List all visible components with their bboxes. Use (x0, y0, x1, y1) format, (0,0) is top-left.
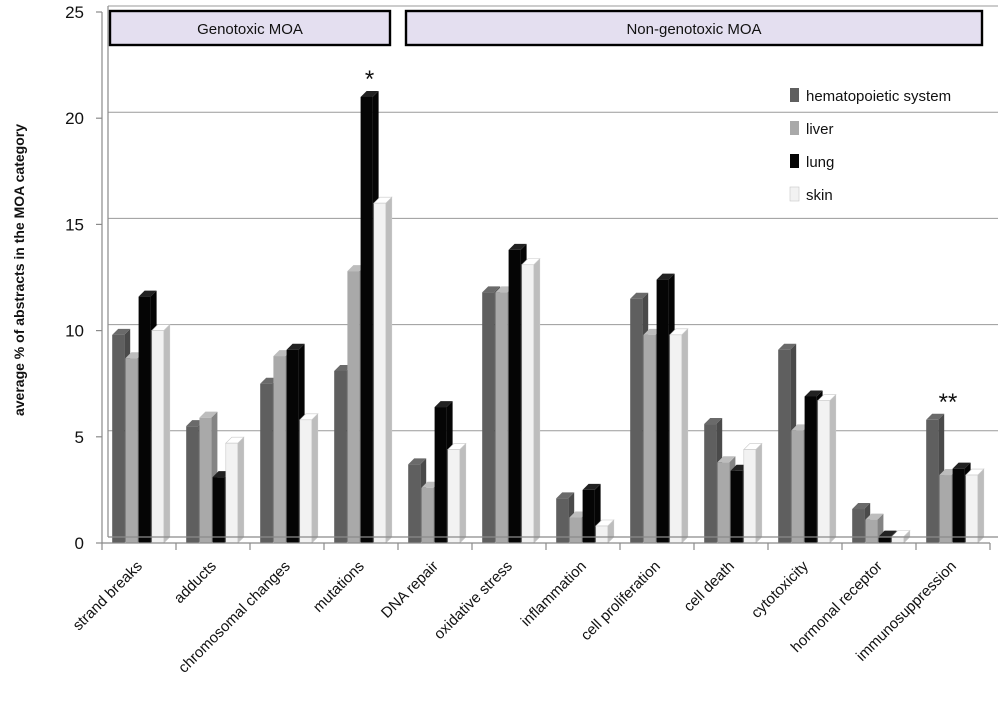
y-tick-label-0: 0 (75, 534, 84, 553)
legend: hematopoietic system liver lung skin (789, 88, 951, 204)
x-tick-label-strand-breaks: strand breaks (70, 558, 146, 634)
legend-label-hematopoietic-system: hematopoietic system (806, 88, 951, 105)
bars (112, 90, 985, 544)
legend-swatch-liver (790, 121, 799, 135)
axes (96, 6, 998, 550)
x-tick-label-oxidative-stress: oxidative stress (431, 558, 516, 643)
x-tick-label-inflammation: inflammation (518, 558, 590, 630)
bar-dna-repair-skin (447, 442, 467, 544)
y-axis-label: average % of abstracts in the MOA catego… (11, 124, 27, 416)
bar-inflammation-skin (595, 519, 615, 544)
x-tick-label-cell-death: cell death (680, 558, 737, 615)
x-tick-label-adducts: adducts (171, 558, 220, 607)
group-label-non-genotoxic-moa: Non-genotoxic MOA (626, 21, 761, 38)
legend-item-skin: skin (789, 186, 833, 204)
y-tick-label-15: 15 (65, 215, 84, 234)
y-tick-label-5: 5 (75, 428, 84, 447)
significance-annotation-1: * (365, 66, 374, 93)
bar-oxidative-stress-skin (521, 258, 541, 544)
legend-swatch-skin (789, 186, 800, 202)
legend-label-liver: liver (806, 121, 834, 138)
grid-lines (108, 5, 998, 432)
group-box-non-genotoxic-moa: Non-genotoxic MOA (404, 9, 984, 47)
legend-swatch-lung (790, 154, 799, 168)
y-tick-label-25: 25 (65, 3, 84, 22)
annotations: *** (365, 66, 957, 416)
x-tick-label-mutations: mutations (310, 558, 368, 616)
legend-label-lung: lung (806, 154, 834, 171)
bar-cell-proliferation-skin (669, 328, 689, 544)
legend-swatch-hematopoietic-system (790, 88, 799, 102)
group-label-genotoxic-moa: Genotoxic MOA (197, 21, 303, 38)
legend-label-skin: skin (806, 187, 833, 204)
group-box-genotoxic-moa: Genotoxic MOA (108, 9, 392, 47)
bar-cytotoxicity-skin (817, 393, 837, 544)
y-tick-labels: 0 5 10 15 20 25 (65, 3, 84, 553)
moa-group-boxes: Genotoxic MOA Non-genotoxic MOA (108, 9, 984, 47)
bar-immunosuppression-skin (965, 468, 985, 544)
y-tick-label-20: 20 (65, 109, 84, 128)
bar-adducts-skin (225, 436, 245, 544)
bar-strand-breaks-skin (151, 323, 171, 544)
bar-chromosomal-changes-skin (299, 413, 319, 544)
bar-mutations-skin (373, 196, 393, 544)
legend-item-lung: lung (790, 154, 834, 171)
legend-item-liver: liver (790, 121, 834, 138)
x-tick-label-cytotoxicity: cytotoxicity (748, 557, 812, 621)
y-tick-label-10: 10 (65, 322, 84, 341)
x-tick-label-dna-repair: DNA repair (378, 558, 442, 622)
bar-cell-death-skin (743, 442, 763, 544)
legend-item-hematopoietic-system: hematopoietic system (790, 88, 951, 105)
significance-annotation-2: ** (939, 389, 958, 416)
x-tick-label-cell-proliferation: cell proliferation (578, 558, 664, 644)
